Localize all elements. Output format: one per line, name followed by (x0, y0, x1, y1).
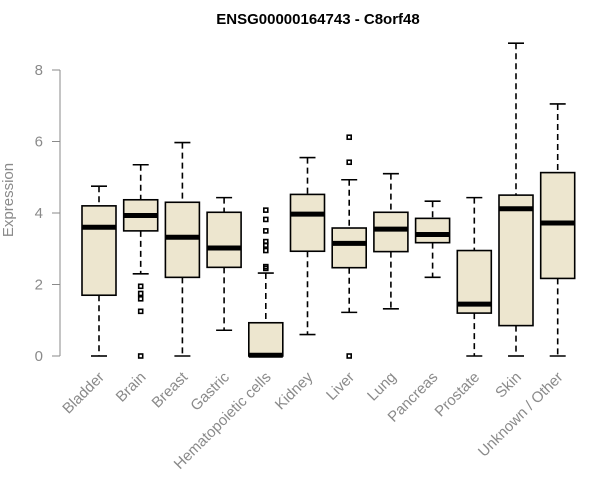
y-axis: 0 2 4 6 8 (35, 62, 61, 365)
box-group (331, 134, 368, 359)
y-tick-label: 6 (35, 134, 43, 151)
outlier-point (262, 238, 269, 245)
y-tick-label: 0 (35, 348, 43, 365)
x-tick-label: Breast (149, 368, 192, 411)
outlier-point (346, 134, 353, 141)
y-tick-label: 8 (35, 62, 43, 79)
outlier-point (262, 207, 269, 213)
x-tick-label: Lung (364, 369, 400, 405)
y-axis-label: Expression (0, 163, 17, 237)
box (414, 217, 451, 244)
box (164, 201, 201, 279)
x-tick-label: Prostate (432, 369, 484, 421)
box-group (289, 156, 326, 336)
outlier-point (262, 263, 269, 270)
chart-title: ENSG00000164743 - C8orf48 (216, 11, 419, 28)
outlier-point (137, 353, 144, 359)
box (248, 321, 284, 357)
y-tick-label: 4 (35, 205, 43, 222)
box-group (539, 103, 576, 357)
box (539, 171, 576, 280)
x-tick-label: Skin (492, 369, 525, 402)
box (373, 211, 409, 253)
box-group (206, 196, 242, 332)
box-group (81, 185, 117, 357)
box-group (164, 141, 201, 357)
outlier-point (262, 228, 269, 234)
box-group (456, 196, 493, 357)
box (81, 205, 117, 297)
outlier-point (262, 247, 269, 254)
outlier-point (262, 216, 269, 223)
outlier-point (137, 295, 144, 302)
outlier-point (137, 283, 144, 290)
box-group (373, 172, 409, 310)
box-group (498, 42, 534, 357)
x-tick-label: Brain (113, 369, 150, 406)
y-tick-label: 2 (35, 277, 43, 294)
x-tick-label: Bladder (59, 369, 108, 418)
box (289, 193, 326, 253)
plot-area (81, 42, 576, 359)
box-group (122, 163, 159, 359)
x-tick-label: Liver (323, 369, 358, 404)
box (331, 227, 368, 269)
box-group (248, 207, 284, 358)
box-group (414, 200, 451, 279)
x-tick-label: Kidney (272, 368, 317, 413)
box (498, 194, 534, 327)
box (206, 211, 242, 269)
outlier-point (346, 159, 353, 166)
outlier-point (137, 290, 144, 297)
outlier-point (346, 353, 353, 359)
outlier-point (137, 308, 144, 315)
